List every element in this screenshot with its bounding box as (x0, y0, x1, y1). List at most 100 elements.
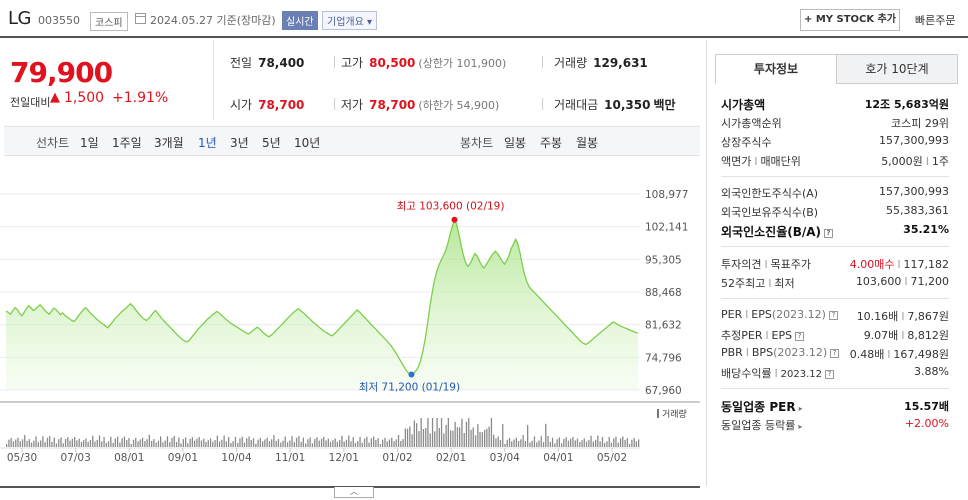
separator: l (754, 155, 758, 168)
volume-bar (538, 440, 540, 447)
volume-bar (599, 441, 601, 447)
volume-bar (275, 440, 277, 447)
volume-bar (189, 439, 191, 447)
volume-bar (284, 436, 286, 447)
quick-order-link[interactable]: 빠른주문 (915, 14, 956, 27)
volume-bar (291, 436, 293, 447)
volume-bar (440, 418, 443, 447)
volume-bar (293, 442, 295, 447)
volume-bar (373, 436, 375, 447)
volume-bar (592, 441, 594, 447)
tab-investment-info[interactable]: 투자정보 (715, 54, 837, 84)
x-tick-label: 01/02 (382, 452, 412, 464)
volume-bar (402, 439, 404, 447)
help-icon[interactable]: ? (825, 370, 835, 379)
help-icon[interactable]: ? (828, 311, 838, 320)
volume-bar (112, 442, 114, 447)
volume-bar (259, 437, 261, 447)
y-axis-labels: 108,977 102,141 95,305 88,468 81,632 74,796 67… (645, 189, 688, 397)
my-stock-add-button[interactable]: + MY STOCK 추가 (800, 9, 900, 31)
volume-bar (30, 442, 33, 447)
volume-bar (162, 442, 164, 447)
tab-daily[interactable]: 일봉 (504, 136, 527, 150)
volume-bar (638, 439, 640, 447)
volume-bar (316, 437, 318, 447)
tab-1w[interactable]: 1주일 (112, 136, 142, 150)
tab-ask-bid[interactable]: 호가 10단계 (836, 54, 958, 84)
volume-bar (595, 439, 597, 447)
volume-bar (604, 443, 606, 447)
y-tick-label: 102,141 (645, 222, 688, 234)
high-label: 고가 (341, 56, 364, 70)
dividend-row: 배당수익률 l 2023.12? 3.88% (721, 365, 949, 384)
volume-bar (406, 428, 409, 447)
volume-bar (262, 441, 264, 447)
tab-10y[interactable]: 10년 (294, 136, 321, 150)
volume-bar (60, 437, 62, 447)
tab-weekly[interactable]: 주봉 (540, 136, 563, 150)
help-icon[interactable]: ? (824, 229, 834, 238)
volume-bar (8, 439, 10, 447)
volume-bar (110, 436, 112, 447)
volume-bar (388, 439, 391, 447)
realtime-button[interactable]: 실시간 (282, 11, 318, 30)
volume-bar (626, 438, 628, 447)
volume-bar (348, 435, 350, 447)
x-tick-label: 04/01 (543, 452, 573, 464)
volume-bar (173, 436, 175, 447)
volume-bar (495, 438, 497, 447)
open-label: 시가 (230, 98, 253, 112)
volume-bar (96, 439, 98, 447)
volume-bar (114, 438, 116, 447)
tab-3m[interactable]: 3개월 (154, 136, 184, 150)
x-tick-label: 11/01 (275, 452, 305, 464)
volume-bar (58, 439, 60, 447)
volume-bar (24, 435, 26, 447)
collapse-chart-button[interactable]: ︿ (334, 487, 374, 498)
volume-bar (409, 426, 411, 447)
tab-5y[interactable]: 5년 (262, 136, 281, 150)
volume-bar (207, 440, 209, 447)
volume-bar (273, 435, 275, 447)
help-icon[interactable]: ? (830, 349, 840, 358)
volume-bar (581, 440, 583, 447)
volume-bar (209, 438, 212, 447)
tab-1d[interactable]: 1일 (80, 136, 99, 150)
corp-info-dropdown[interactable]: 기업개요 ▾ (322, 11, 377, 30)
volume-bar (169, 442, 171, 447)
volume-bar (431, 418, 434, 447)
volume-bar (248, 436, 250, 447)
chevron-right-icon[interactable]: ▸ (798, 422, 803, 431)
open-value: 78,700 (258, 98, 305, 112)
volume-bar (617, 442, 619, 447)
volume-bar (506, 439, 508, 447)
trade-amount: 거래대금 10,350 백만 (554, 96, 676, 113)
volume-bar (583, 438, 585, 447)
help-icon[interactable]: ? (795, 332, 805, 341)
tab-3y[interactable]: 3년 (230, 136, 249, 150)
volume-bar (305, 443, 307, 447)
volume-bar (545, 423, 547, 447)
volume-bar (447, 418, 449, 447)
bps-label: BPS (751, 346, 774, 359)
volume-bar (225, 441, 227, 447)
volume-bar (76, 440, 78, 447)
high52-label: 52주최고 (721, 277, 766, 290)
volume-bar (327, 438, 329, 447)
cap-rank-label: 시가총액순위 (721, 117, 782, 130)
volume-bar (239, 438, 241, 447)
volume-bar (361, 442, 363, 447)
x-axis-labels: 05/30 07/03 08/01 09/01 10/04 11/01 12/01 01/02… (7, 448, 627, 464)
volume-bar (420, 418, 422, 447)
volume-bar (200, 440, 203, 447)
volume-bar (574, 440, 576, 447)
industry-per-row: 동일업종 PER ▸ 15.57배 (721, 398, 949, 417)
separator: l (925, 155, 929, 168)
tab-monthly[interactable]: 월봉 (576, 136, 599, 150)
tab-1y[interactable]: 1년 (198, 136, 217, 150)
week52-row: 52주최고 l 최저 103,600 l 71,200 (721, 275, 949, 294)
volume-bar (241, 436, 243, 447)
unit-value: 1주 (931, 155, 949, 168)
x-tick-label: 09/01 (168, 452, 198, 464)
chevron-right-icon[interactable]: ▸ (798, 404, 803, 413)
